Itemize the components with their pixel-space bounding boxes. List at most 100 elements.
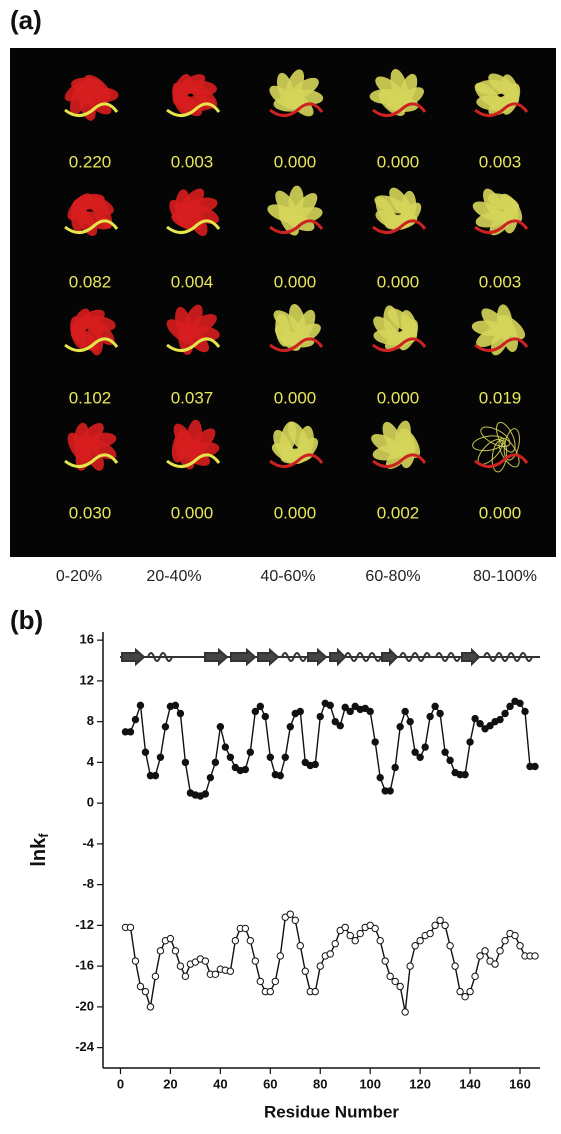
cell-value: 0.000 (274, 388, 317, 407)
structure-image (64, 422, 119, 471)
data-point (226, 967, 235, 975)
data-point (461, 992, 469, 1001)
data-point (296, 942, 304, 950)
structure-loop (166, 337, 221, 352)
data-point (466, 738, 474, 746)
data-point (381, 957, 389, 965)
y-tick-label: 16 (80, 632, 94, 647)
structure-blob (394, 420, 411, 454)
data-point (156, 753, 165, 761)
data-point (171, 701, 180, 710)
structure-loop (474, 337, 529, 352)
data-point (521, 707, 529, 716)
data-point (496, 715, 504, 724)
data-point (341, 923, 349, 932)
cell-value: 0.030 (69, 503, 112, 522)
cell-value: 0.000 (479, 503, 522, 522)
structure-blob (474, 82, 502, 108)
cell-value: 0.003 (171, 152, 214, 171)
data-point (446, 942, 454, 950)
structure-loop (269, 219, 324, 234)
cell-value: 0.037 (171, 388, 214, 407)
data-point (411, 942, 419, 950)
structure-blob (378, 91, 406, 116)
y-tick-label: -8 (82, 876, 94, 891)
column-label: 80-100% (473, 568, 537, 585)
cell-value: 0.019 (479, 388, 522, 407)
structure-blob (480, 426, 511, 447)
structure-loop (474, 453, 529, 468)
structure-blob (280, 421, 297, 454)
structure-blob (496, 304, 513, 338)
data-point (166, 934, 175, 943)
cell-value: 0.000 (274, 503, 317, 522)
structure-image (166, 74, 221, 117)
data-point (366, 707, 374, 716)
data-point (346, 931, 354, 940)
cell-value: 0.000 (377, 152, 420, 171)
data-point (241, 924, 250, 933)
column-label: 20-40% (146, 568, 201, 585)
cell-value: 0.000 (377, 272, 420, 291)
structure-blob (171, 430, 189, 463)
data-point (391, 977, 399, 986)
cell-value: 0.102 (69, 388, 112, 407)
structure-image (472, 188, 529, 236)
x-axis-label: Residue Number (264, 1102, 399, 1121)
data-point (406, 717, 414, 726)
data-point (271, 977, 280, 986)
data-point (501, 936, 509, 945)
cell-value: 0.000 (274, 272, 317, 291)
data-point (266, 753, 275, 761)
data-point (476, 952, 484, 960)
cell-value: 0.082 (69, 272, 112, 291)
data-point (211, 970, 220, 978)
data-point (316, 712, 324, 721)
structure-blob (84, 74, 111, 100)
data-point (371, 738, 379, 746)
y-axis-label-subscript: f (36, 833, 51, 838)
column-label: 0-20% (56, 568, 102, 585)
column-label: 40-60% (260, 568, 315, 585)
data-point (406, 962, 414, 970)
data-point (126, 923, 135, 932)
structure-blob (503, 428, 520, 461)
cell-value: 0.000 (171, 503, 214, 522)
data-point (466, 987, 474, 996)
data-point (211, 758, 220, 767)
data-point (126, 728, 135, 736)
data-point (326, 950, 334, 958)
structure-image (369, 69, 427, 117)
panel-label: (b) (10, 605, 43, 635)
data-point (531, 762, 539, 771)
data-point (386, 787, 394, 795)
data-point (171, 947, 180, 955)
structure-image (269, 304, 324, 352)
y-tick-label: 0 (87, 795, 94, 810)
y-tick-label: 12 (80, 672, 94, 687)
data-point (426, 712, 434, 721)
data-point (471, 972, 479, 981)
panel-label: (a) (10, 5, 42, 35)
data-point (311, 760, 319, 769)
structure-loop (474, 219, 529, 234)
y-tick-label: -4 (82, 835, 94, 850)
structure-image (166, 304, 221, 355)
structure-loop (372, 102, 427, 117)
y-tick-label: -24 (75, 1039, 95, 1054)
data-point (496, 947, 504, 955)
data-point (136, 982, 145, 991)
data-point (276, 771, 284, 780)
structure-loop (269, 453, 324, 468)
structure-blob (375, 197, 397, 228)
data-point (346, 707, 354, 716)
data-point (181, 972, 190, 981)
data-point (506, 702, 514, 711)
data-point (341, 703, 349, 712)
y-tick-label: -12 (75, 917, 94, 932)
structure-loop (166, 453, 221, 468)
data-point (141, 748, 150, 756)
data-point (231, 936, 240, 945)
